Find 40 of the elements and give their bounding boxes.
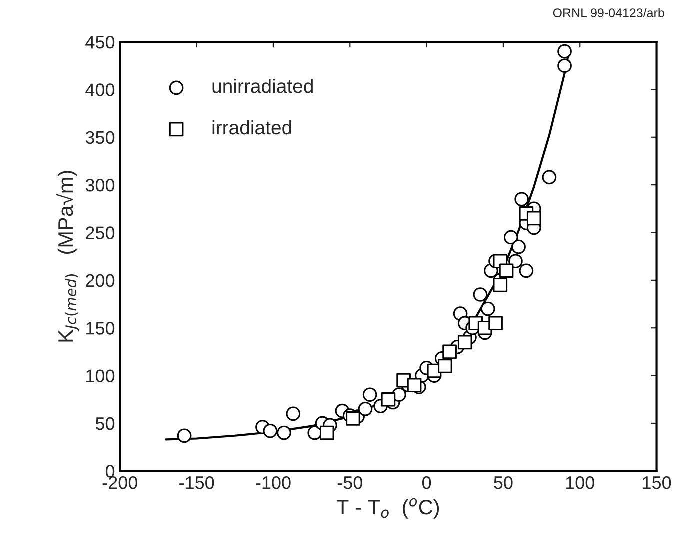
point (381, 392, 396, 407)
point (407, 378, 422, 392)
legend-label: irradiated (212, 120, 292, 135)
point (263, 424, 278, 438)
y-tick-label: 100 (86, 370, 115, 383)
y-tick-label: 450 (86, 36, 115, 49)
x-axis-title: T - T$_{o}$ ($^{o}$C) (336, 498, 440, 519)
x-tick-label: 0 (422, 476, 432, 490)
point (558, 44, 572, 59)
y-tick-label: 300 (86, 179, 115, 192)
point (346, 412, 360, 426)
y-tick-label: 50 (96, 417, 115, 430)
point (177, 428, 192, 444)
x-tick-label: 50 (494, 476, 513, 490)
point (558, 58, 572, 74)
point (442, 344, 457, 360)
x-tick-label: -50 (338, 476, 362, 490)
point (438, 359, 452, 374)
x-tick-label: 150 (643, 476, 672, 490)
y-tick-label: 350 (86, 131, 115, 144)
point (526, 211, 542, 226)
y-tick-label: 200 (86, 274, 115, 288)
x-tick-label: -150 (180, 476, 214, 490)
point (320, 426, 334, 440)
x-tick-label: 100 (566, 476, 594, 490)
text: K$_{Jc(med)}$ (MPa√m) (56, 171, 80, 342)
point (499, 264, 514, 278)
y-tick-label: 250 (86, 226, 115, 240)
x-tick-label: -100 (256, 476, 291, 490)
y-tick-label: 150 (86, 322, 115, 335)
point (458, 335, 472, 350)
point (493, 278, 508, 292)
point (277, 426, 292, 440)
y-tick-label: 400 (86, 84, 115, 96)
y-tick-label: 0 (106, 465, 115, 478)
text: ORNL 99-04123/arb (553, 8, 664, 18)
point (358, 402, 373, 416)
point (488, 316, 503, 331)
x-tick-label: -200 (102, 476, 138, 490)
legend-label: unirradiated (212, 78, 313, 94)
